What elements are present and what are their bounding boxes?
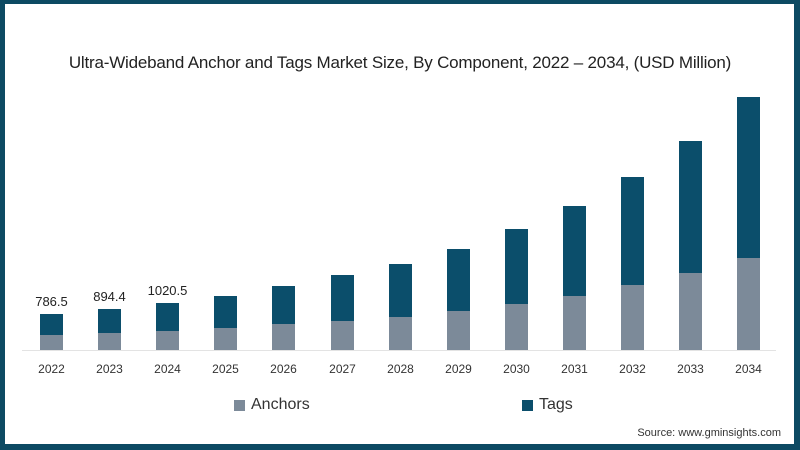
bar-2034	[737, 97, 760, 350]
bar-segment-tags	[272, 286, 295, 325]
bar-segment-anchors	[563, 295, 586, 350]
bar-segment-tags	[98, 309, 121, 333]
bar-2032	[621, 176, 644, 350]
bar-segment-anchors	[621, 284, 644, 350]
bar-segment-tags	[563, 205, 586, 296]
bar-segment-tags	[389, 264, 412, 317]
x-tick-label: 2028	[387, 362, 414, 376]
bar-2025	[214, 295, 237, 350]
data-label: 1020.5	[147, 283, 188, 299]
bar-segment-anchors	[505, 304, 528, 350]
x-axis-line	[22, 350, 776, 351]
x-tick-label: 2026	[270, 362, 297, 376]
legend-label: Tags	[539, 396, 573, 413]
data-label: 786.5	[35, 294, 68, 309]
bar-segment-tags	[156, 303, 179, 331]
chart-title: Ultra-Wideband Anchor and Tags Market Si…	[68, 53, 732, 72]
bar-segment-tags	[214, 295, 237, 329]
bar-2023	[98, 309, 121, 350]
bar-2031	[563, 205, 586, 350]
bar-segment-anchors	[214, 328, 237, 350]
legend-item-anchors: Anchors	[234, 396, 310, 414]
x-tick-label: 2029	[445, 362, 472, 376]
bar-segment-tags	[447, 248, 470, 312]
data-label: 894.4	[93, 289, 126, 305]
bar-2026	[272, 286, 295, 350]
bar-2029	[447, 248, 470, 350]
bar-segment-anchors	[98, 332, 121, 350]
bar-2024	[156, 303, 179, 350]
x-tick-label: 2023	[96, 362, 123, 376]
legend-item-tags: Tags	[522, 396, 573, 414]
source-note: Source: www.gminsights.com	[637, 427, 781, 439]
bar-segment-anchors	[679, 272, 702, 350]
x-tick-label: 2034	[735, 362, 762, 376]
bar-segment-anchors	[331, 320, 354, 350]
bar-2022	[40, 314, 63, 350]
bar-segment-anchors	[40, 334, 63, 350]
bar-2028	[389, 264, 412, 350]
legend-label: Anchors	[251, 396, 310, 413]
x-tick-label: 2025	[212, 362, 239, 376]
bar-segment-tags	[679, 141, 702, 273]
tags-swatch-icon	[522, 399, 533, 411]
x-tick-label: 2031	[561, 362, 588, 376]
bar-2027	[331, 274, 354, 350]
bar-segment-tags	[737, 97, 760, 258]
bar-2033	[679, 141, 702, 350]
anchors-swatch-icon	[234, 399, 245, 411]
x-tick-label: 2022	[38, 362, 65, 376]
x-tick-label: 2033	[677, 362, 704, 376]
bar-segment-tags	[505, 229, 528, 305]
chart-frame	[5, 4, 794, 444]
bar-segment-tags	[621, 176, 644, 285]
bar-segment-anchors	[737, 257, 760, 350]
x-tick-label: 2030	[503, 362, 530, 376]
bar-segment-anchors	[272, 324, 295, 350]
bar-segment-tags	[331, 274, 354, 321]
x-tick-label: 2032	[619, 362, 646, 376]
x-tick-label: 2024	[154, 362, 181, 376]
bar-segment-anchors	[156, 330, 179, 350]
bar-segment-tags	[40, 314, 63, 335]
bar-segment-anchors	[447, 311, 470, 350]
x-tick-label: 2027	[329, 362, 356, 376]
bar-segment-anchors	[389, 316, 412, 350]
bar-2030	[505, 229, 528, 350]
